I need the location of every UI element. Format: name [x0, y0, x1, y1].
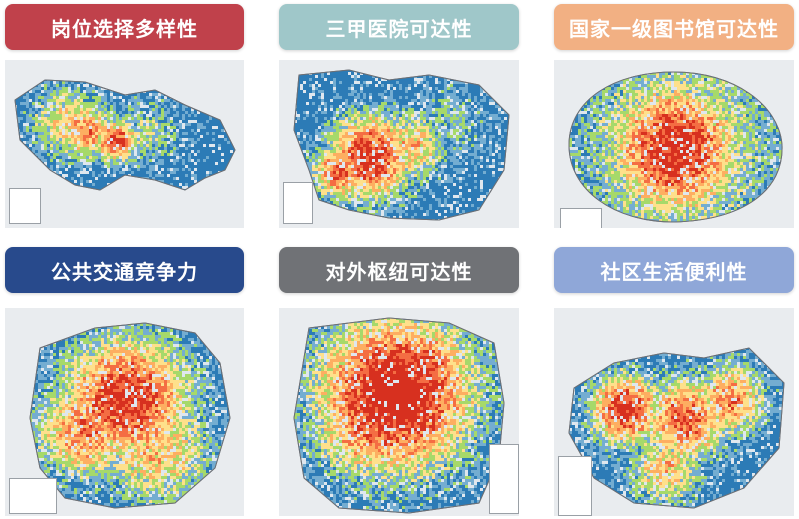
heat-map-icon — [14, 79, 236, 191]
heat-map-icon — [293, 317, 505, 514]
heat-map-icon — [568, 347, 785, 509]
header-transit-competitiveness: 公共交通竞争力 — [5, 247, 244, 293]
map-legend — [489, 444, 519, 514]
map-outline — [568, 347, 785, 509]
map-legend — [560, 208, 602, 228]
map-legend — [283, 182, 313, 224]
map-hub-accessibility — [279, 308, 519, 516]
heat-cells — [569, 72, 783, 222]
map-legend — [9, 188, 41, 224]
header-community-convenience: 社区生活便利性 — [554, 247, 794, 293]
header-title: 社区生活便利性 — [601, 256, 748, 285]
header-title: 对外枢纽可达性 — [326, 256, 473, 285]
header-hub-accessibility: 对外枢纽可达性 — [279, 247, 519, 293]
map-outline — [293, 69, 510, 221]
map-outline — [568, 71, 783, 223]
header-title: 国家一级图书馆可达性 — [569, 13, 779, 42]
map-library-accessibility — [554, 60, 794, 228]
map-transit-competitiveness — [5, 308, 244, 516]
heat-cells — [294, 318, 504, 513]
heat-cells — [294, 70, 509, 220]
heat-map-icon — [293, 69, 510, 221]
map-outline — [29, 322, 231, 509]
map-hospital-accessibility — [279, 60, 519, 228]
heat-map-icon — [568, 71, 783, 223]
map-community-convenience — [554, 308, 794, 516]
map-legend — [9, 478, 57, 514]
header-library-accessibility: 国家一级图书馆可达性 — [554, 4, 794, 50]
map-job-diversity — [5, 60, 244, 228]
map-legend — [558, 456, 592, 516]
header-title: 岗位选择多样性 — [51, 13, 198, 42]
header-hospital-accessibility: 三甲医院可达性 — [279, 4, 519, 50]
map-outline — [14, 79, 236, 191]
header-job-diversity: 岗位选择多样性 — [5, 4, 244, 50]
header-title: 公共交通竞争力 — [51, 256, 198, 285]
header-title: 三甲医院可达性 — [326, 13, 473, 42]
heat-map-icon — [29, 322, 231, 509]
